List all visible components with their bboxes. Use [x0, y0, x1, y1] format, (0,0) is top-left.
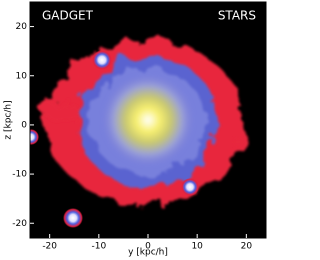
y-tick-label: 10 — [16, 71, 28, 81]
x-tick-label: 10 — [191, 242, 203, 252]
chart-subtitle: STARS — [218, 9, 256, 23]
x-tick-label: -10 — [91, 242, 106, 252]
x-tick-label: -20 — [42, 242, 57, 252]
x-tick-label: 0 — [145, 242, 151, 252]
chart: GADGET STARS y [kpc/h] z [kpc/h] -20 -10 0… — [4, 1, 267, 258]
density-map — [30, 2, 266, 238]
x-tick-label: 20 — [241, 242, 253, 252]
y-tick-label: 20 — [16, 22, 28, 32]
x-axis-label: y [kpc/h] — [128, 248, 168, 258]
chart-title: GADGET — [42, 9, 94, 23]
y-tick-label: -20 — [12, 219, 27, 229]
y-tick-label: -10 — [12, 170, 27, 180]
y-axis-label: z [kpc/h] — [4, 100, 14, 139]
y-tick-label: 0 — [21, 120, 27, 130]
